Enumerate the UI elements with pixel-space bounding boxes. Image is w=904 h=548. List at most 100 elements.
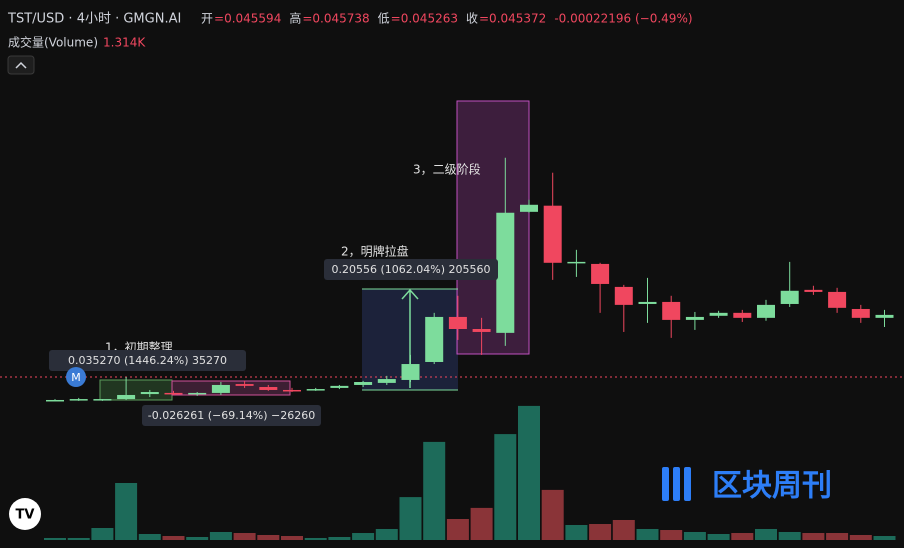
measure-label-bg [142,405,321,426]
volume-bar [660,530,683,540]
legend-value: =0.045738 [302,12,369,26]
legend-value: =0.045594 [214,12,281,26]
volume-bar [375,528,398,540]
volume-bar [67,537,90,540]
candle-body [140,392,159,395]
candle-body [164,392,183,395]
candle-body [733,312,752,318]
volume-bar [873,536,896,540]
volume-bar [731,533,754,540]
volume-title: 成交量(Volume) [8,35,98,50]
measure-label-bg [49,350,246,371]
volume-last: 1.314K [103,36,146,50]
legend-label: 收 [466,12,478,26]
volume-bar [209,531,232,540]
candle-body [377,379,396,383]
watermark: 区块周刊 [712,469,832,504]
candle-body [709,312,728,316]
annotation: 3，二级阶段 [413,162,481,177]
volume-bar [423,441,446,540]
volume-bar [755,528,777,540]
candle-body [425,316,444,362]
candle-body [235,384,254,386]
volume-bar [44,537,66,540]
candle-body [685,316,704,320]
watermark-bar [673,467,680,501]
candle-body [828,291,847,308]
volume-bar [138,534,161,540]
candle-body [567,261,586,264]
chart-title: TST/USD · 4小时 · GMGN.AI [7,12,181,27]
measure-label-bg [324,259,498,280]
volume-bar [328,537,351,540]
candle-body [496,212,515,333]
annotation: 2，明牌拉盘 [341,244,409,259]
candle-body [875,314,894,318]
candle-body [757,304,775,318]
watermark-bar [662,467,669,501]
candle-body [188,392,207,395]
tv-logo[interactable] [9,498,41,530]
candle-body [448,316,467,329]
volume-bar [352,533,375,540]
legend-label: 低 [378,12,390,26]
legend-change: -0.00022196 (−0.49%) [554,12,692,26]
volume-bar [494,434,517,540]
volume-bar [541,489,564,540]
volume-bar [162,536,185,540]
legend-label: 高 [289,11,301,26]
candle-body [283,389,301,392]
candle-body [591,263,610,284]
candle-body [614,286,633,305]
volume-bar [565,525,588,540]
volume-bar [683,531,706,540]
measure-label: -0.026261 (−69.14%) −26260 [148,409,315,422]
volume-bar [470,507,493,540]
range-box [171,380,291,396]
volume-bar [115,483,138,540]
candle-body [117,394,136,400]
candle-body [69,399,88,401]
collapse-icon [15,61,27,69]
watermark-icon [662,467,691,501]
volume-bar [849,534,872,540]
range-box [456,100,530,355]
candle-body [401,364,420,380]
candle-body [662,301,681,320]
candle-body [306,389,325,391]
volume-bar [612,519,635,540]
volume-bar [778,531,801,540]
volume-bar [802,533,825,540]
tv-logo-text: TV [16,508,35,523]
volume-bar [91,528,114,540]
candle-body [804,289,823,292]
collapse-button[interactable] [7,55,35,75]
measure-label: 0.20556 (1062.04%) 205560 [332,263,491,276]
volume-bar [399,497,422,540]
candle-body [93,399,112,401]
candle-body [780,290,799,304]
volume-bar [186,537,209,540]
volume-bar [826,533,849,540]
watermark-bar [684,467,691,501]
marker-label: M [71,371,81,384]
legend-label: 开 [201,12,213,26]
candle-body [851,308,870,318]
legend-value: =0.045263 [391,12,458,26]
volume-bar [233,533,256,540]
volume-bar [446,519,469,540]
candle-body [354,382,373,385]
volume-bar [589,524,612,540]
volume-bar [281,536,303,540]
candle-body [330,385,349,388]
volume-bar [707,534,730,540]
marker [66,367,86,387]
candle-body [520,204,538,212]
measure-label: 0.035270 (1446.24%) 35270 [68,354,227,367]
volume-bar [518,405,540,540]
range-box [99,379,173,401]
candle-body [46,399,64,402]
volume-bar [257,534,280,540]
